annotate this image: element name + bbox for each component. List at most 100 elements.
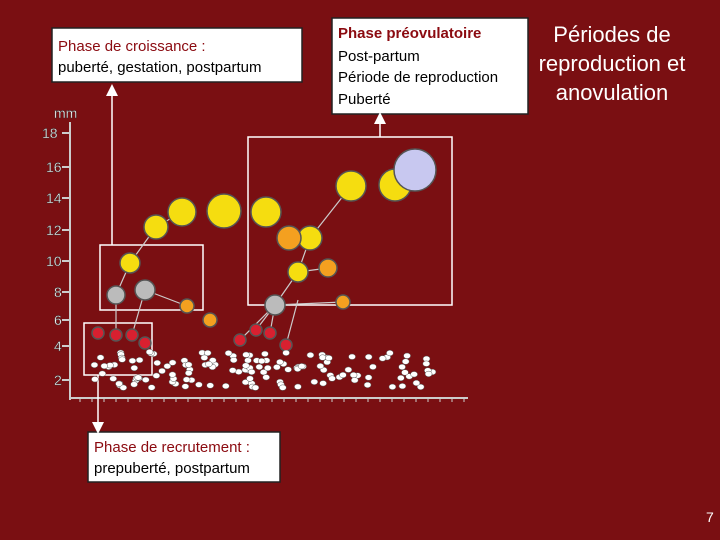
small-follicle [319,380,327,387]
small-follicle [200,354,209,361]
small-follicle [339,371,347,379]
small-follicle [264,364,272,372]
follicle [119,252,141,274]
small-follicle [247,368,256,375]
small-follicle [416,383,425,390]
small-follicle [128,357,137,364]
heading-line: reproduction et [539,51,686,76]
small-follicle [184,361,193,368]
small-follicle [145,348,154,356]
small-follicle [344,366,353,373]
small-follicle [257,357,266,365]
small-follicle [401,358,410,365]
small-follicle [328,375,336,382]
small-follicle [246,375,254,382]
follicle [335,294,351,310]
follicle [202,312,218,328]
small-follicle [397,374,405,382]
small-follicle [262,374,270,381]
y-tick-label: 12 [46,222,62,238]
small-follicle [378,355,387,362]
small-follicle [181,383,190,390]
small-follicle [96,354,105,361]
small-follicle [224,350,233,357]
y-tick-label: 2 [54,372,62,388]
small-follicle [310,378,319,385]
small-follicle [276,358,284,366]
small-follicle [424,370,433,377]
small-follicle [294,383,302,390]
small-follicle [135,357,144,364]
small-follicle [364,353,373,360]
follicle [91,326,105,340]
small-follicle [349,372,358,379]
small-follicle [403,352,411,359]
follicle [143,214,169,240]
page-number: 7 [706,509,714,525]
small-follicle [261,350,269,357]
small-follicle [410,371,418,378]
small-follicle [297,363,306,370]
preovulatory-title: Phase préovulatoire [338,25,481,42]
small-follicle [251,384,260,391]
small-follicle [229,356,238,364]
small-follicle [206,382,214,389]
small-follicle [147,384,156,391]
recruitment-label: Phase de recrutement : [94,439,250,456]
small-follicle [242,362,250,369]
small-follicle [348,353,356,360]
link [285,299,299,346]
preovulatory-line: Post-partum [338,48,420,65]
small-follicle [364,374,373,381]
small-follicle [153,359,161,366]
small-follicle [412,379,421,387]
small-follicle [273,364,281,371]
follicle [233,333,247,347]
small-follicle [316,363,325,370]
small-follicle [195,381,203,388]
preovulatory-box [331,17,529,115]
y-tick-label: 18 [42,125,58,141]
follicle [318,258,338,278]
follicle [335,170,367,202]
small-follicle [318,354,327,361]
preovulatory-line: Puberté [338,91,391,108]
small-follicle [284,366,292,373]
follicle [167,197,197,227]
small-follicle [222,383,230,390]
small-follicle [255,363,264,370]
recruitment-text: prepuberté, postpartum [94,460,250,477]
follicle [179,298,195,314]
follicle [106,285,126,305]
small-follicle [350,377,359,384]
growth-label: Phase de croissance : [58,38,206,55]
small-follicle [158,367,166,375]
follicle [287,261,309,283]
frame [83,322,153,376]
link [274,301,344,306]
small-follicle [168,359,177,366]
small-follicle [118,356,126,363]
small-follicle [401,369,409,376]
small-follicle [168,371,177,378]
small-follicle [363,381,372,388]
small-follicle [163,363,172,370]
small-follicle [244,357,252,364]
small-follicle [422,360,431,367]
y-tick-label: 4 [54,338,62,354]
small-follicle [369,363,377,370]
small-follicle [142,376,150,383]
y-tick-label: 14 [46,190,62,206]
follicle [263,326,277,340]
heading-line: Périodes de [553,22,670,47]
small-follicle [242,351,250,358]
small-follicle [205,361,213,368]
small-follicle [90,361,99,369]
recruitment-box [87,431,281,483]
y-tick-label: 10 [46,253,62,269]
small-follicle [119,384,128,391]
y-tick-label: 6 [54,312,62,328]
y-tick-label: 16 [46,159,62,175]
follicle [206,193,242,229]
